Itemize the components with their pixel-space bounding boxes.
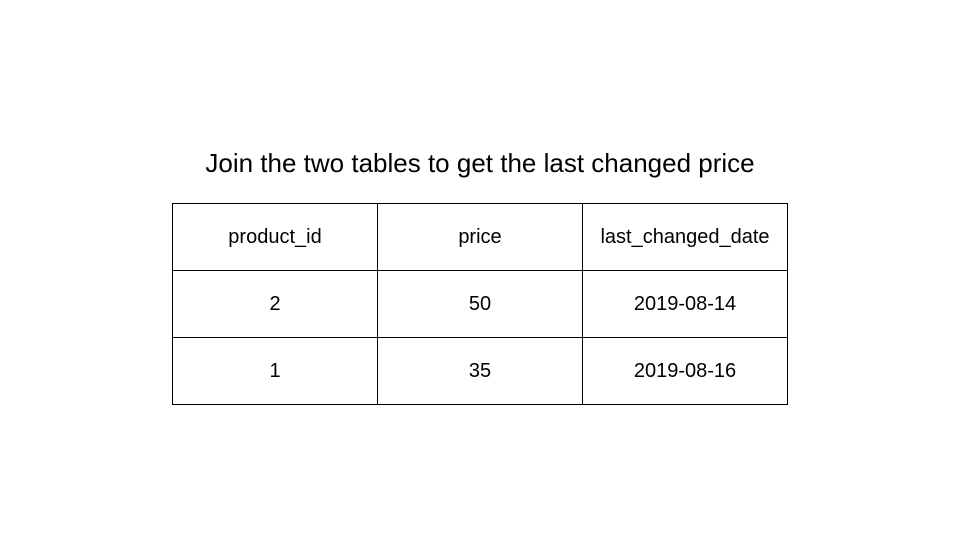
cell-product-id: 2 [172, 270, 378, 338]
cell-last-changed-date: 2019-08-14 [582, 270, 788, 338]
cell-price: 50 [377, 270, 583, 338]
column-header-last-changed-date: last_changed_date [582, 203, 788, 271]
cell-last-changed-date: 2019-08-16 [582, 337, 788, 405]
column-header-price: price [377, 203, 583, 271]
price-table: product_id price last_changed_date 2 50 … [172, 203, 788, 405]
table-header-row: product_id price last_changed_date [172, 203, 788, 271]
cell-price: 35 [377, 337, 583, 405]
cell-product-id: 1 [172, 337, 378, 405]
column-header-product-id: product_id [172, 203, 378, 271]
slide-title: Join the two tables to get the last chan… [205, 148, 755, 178]
table-row: 2 50 2019-08-14 [172, 270, 788, 338]
table-row: 1 35 2019-08-16 [172, 337, 788, 405]
